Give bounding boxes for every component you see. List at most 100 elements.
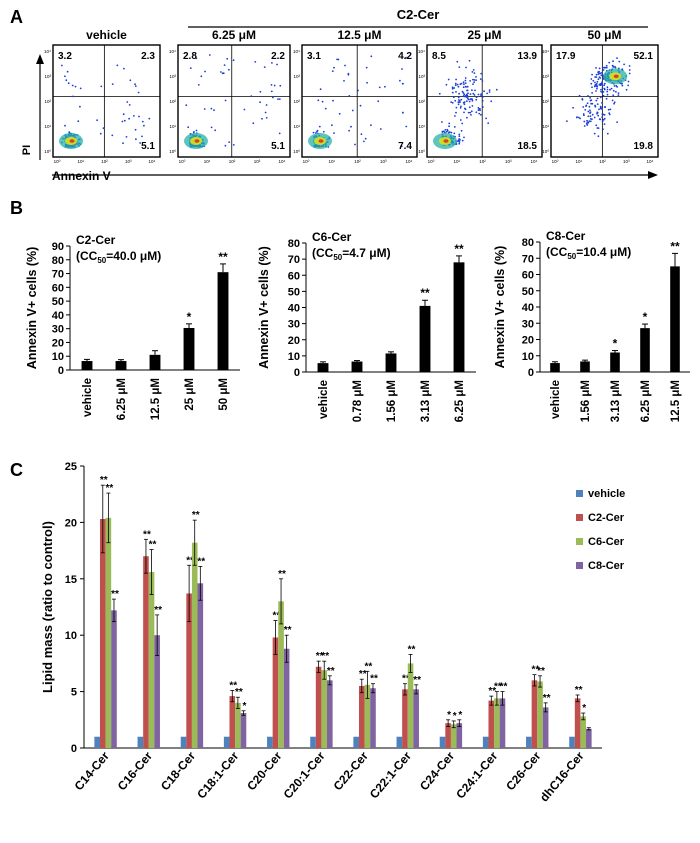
legend-label: vehicle	[588, 488, 625, 500]
flow-event-dot	[228, 141, 231, 144]
flow-event-dot	[461, 122, 464, 125]
flow-event-dot	[454, 84, 457, 87]
flow-event-dot	[602, 69, 605, 71]
bar	[81, 361, 93, 370]
subtitle-prefix: (CC	[546, 245, 568, 259]
flow-x-tick-label: 10²	[599, 159, 606, 164]
bar	[217, 272, 229, 370]
flow-event-dot	[351, 109, 354, 112]
flow-event-dot	[148, 117, 151, 120]
flow-event-dot	[595, 99, 598, 102]
flow-x-tick-label: 10¹	[204, 159, 211, 164]
flow-event-dot	[363, 140, 365, 143]
bar-c8-cer	[542, 707, 549, 748]
flow-event-dot	[600, 88, 602, 91]
flow-event-dot	[111, 134, 114, 137]
panel-a: A C2-Cer PI Annexin V vehicle10⁰10⁰10¹10…	[10, 7, 659, 183]
flow-x-tick-label: 10³	[254, 159, 261, 164]
flow-event-dot	[66, 70, 69, 73]
flow-event-dot	[471, 71, 474, 73]
flow-event-dot	[96, 119, 98, 122]
flow-event-dot	[612, 89, 615, 92]
bar-c8-cer	[283, 648, 290, 748]
flow-event-dot	[480, 113, 482, 116]
y-tick-label: 60	[52, 282, 64, 294]
flow-event-dot	[613, 102, 615, 105]
subtitle-subscript: 50	[97, 256, 106, 265]
flow-event-dot	[139, 142, 142, 144]
bar-vehicle	[94, 736, 100, 748]
flow-event-dot	[223, 64, 226, 66]
flow-event-dot	[463, 83, 465, 86]
flow-event-dot	[321, 100, 324, 103]
x-tick-label: 3.13 μM	[420, 380, 432, 422]
flow-event-dot	[601, 74, 604, 77]
flow-event-dot	[401, 82, 404, 85]
flow-event-dot	[128, 117, 131, 120]
flow-event-dot	[214, 129, 217, 132]
significance-mark: **	[143, 529, 151, 540]
flow-event-dot	[319, 88, 322, 91]
flow-event-dot	[483, 90, 485, 93]
subtitle-prefix: (CC	[312, 246, 334, 260]
flow-event-dot	[72, 95, 74, 98]
flow-event-dot	[479, 78, 482, 80]
flow-y-tick-label: 10⁰	[293, 149, 300, 154]
flow-event-dot	[590, 78, 593, 80]
flow-event-dot	[467, 111, 470, 114]
flow-event-dot	[591, 118, 593, 121]
flow-event-dot	[478, 112, 481, 115]
quadrant-value-upper-left: 8.5	[432, 51, 446, 62]
flow-event-dot	[603, 82, 606, 85]
flow-event-dot	[461, 139, 464, 142]
flow-event-dot	[464, 77, 467, 79]
significance-mark: *	[643, 310, 648, 324]
x-tick-label: vehicle	[82, 378, 94, 417]
flow-event-dot	[463, 111, 465, 114]
flow-event-dot	[272, 96, 274, 99]
bar	[115, 361, 127, 370]
chart-title: C6-Cer	[312, 230, 352, 244]
flow-event-dot	[347, 73, 350, 76]
flow-event-dot	[99, 132, 102, 135]
significance-mark: *	[582, 703, 586, 714]
flow-event-dot	[338, 112, 341, 115]
significance-mark: *	[187, 310, 192, 324]
bar-c2-cer	[315, 666, 322, 748]
flow-event-dot	[466, 85, 469, 88]
flow-event-dot	[465, 100, 468, 102]
y-tick-label: 80	[52, 255, 64, 267]
flow-event-dot	[482, 95, 484, 98]
flow-event-dot	[453, 132, 456, 135]
flow-x-tick-label: 10²	[229, 159, 236, 164]
quadrant-value-lower-right: 19.8	[634, 141, 654, 152]
flow-event-dot	[598, 76, 601, 78]
y-tick-label: 70	[288, 254, 300, 266]
bar-c8-cer	[327, 680, 333, 748]
x-tick-label: 12.5 μM	[150, 378, 162, 420]
flow-y-tick-label: 10⁴	[169, 49, 176, 54]
flow-event-dot	[475, 79, 477, 82]
x-tick-label: C22-Cer	[331, 749, 372, 794]
y-tick-label: 50	[522, 286, 534, 298]
flow-event-dot	[612, 94, 615, 97]
y-tick-label: 30	[522, 318, 534, 330]
flow-x-tick-label: 10²	[479, 159, 486, 164]
flow-event-dot	[473, 79, 476, 81]
flow-event-dot	[469, 111, 472, 114]
flow-event-dot	[583, 125, 586, 127]
flow-event-dot	[597, 127, 600, 129]
flow-event-dot	[465, 66, 467, 69]
flow-event-dot	[581, 98, 584, 100]
flow-event-dot	[596, 111, 599, 114]
significance-mark: **	[218, 250, 228, 264]
legend-label: C2-Cer	[588, 512, 625, 524]
flow-event-dot	[613, 85, 616, 87]
flow-event-dot	[451, 87, 454, 90]
flow-event-dot	[458, 142, 461, 145]
flow-event-dot	[616, 57, 618, 59]
flow-y-tick-label: 10⁰	[418, 149, 425, 154]
flow-event-dot	[597, 78, 600, 81]
subtitle-prefix: (CC	[76, 249, 98, 263]
